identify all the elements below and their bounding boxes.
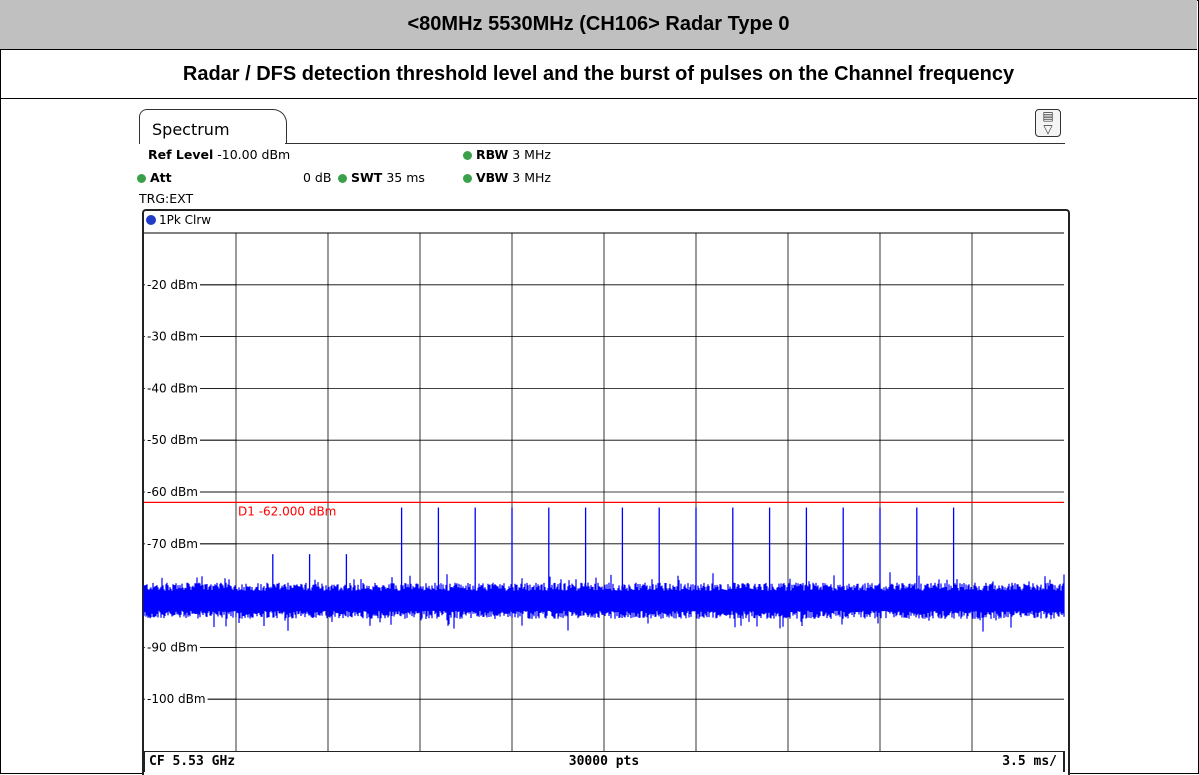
swt-status-dot (338, 174, 347, 183)
rbw-label: RBW (476, 147, 509, 162)
att-value: 0 dB (303, 170, 332, 185)
y-tick-label-bg (145, 328, 200, 343)
y-tick-label: -30 dBm (147, 330, 198, 344)
ref-level-value: -10.00 dBm (217, 147, 291, 162)
y-tick-label-bg (145, 484, 200, 498)
y-axis-labels: -20 dBm -30 dBm -40 dBm -50 dBm -60 dBm -70 d… (145, 276, 236, 706)
rbw-status-dot (463, 151, 472, 160)
trace-pulses (272, 507, 955, 601)
att-setting: Att (137, 170, 172, 185)
y-tick-label-bg (145, 432, 200, 447)
display-config-button[interactable]: ▤ ▽ (1035, 109, 1061, 137)
swt-label: SWT (351, 170, 383, 185)
threshold-label: D1 -62.000 dBm (238, 504, 336, 518)
report-subtitle: Radar / DFS detection threshold level an… (0, 50, 1197, 99)
y-tick-label-bg (145, 276, 200, 291)
y-tick-label: -50 dBm (147, 433, 198, 447)
tab-spectrum[interactable]: Spectrum (139, 109, 287, 144)
trace-label: 1Pk Clrw (146, 213, 211, 227)
att-label: Att (150, 170, 172, 185)
y-tick-label: -40 dBm (147, 381, 198, 395)
rbw-value: 3 MHz (512, 147, 551, 162)
tab-spectrum-label: Spectrum (152, 120, 230, 139)
y-tick-label-bg (145, 535, 200, 550)
vbw-label: VBW (476, 170, 509, 185)
att-status-dot (137, 174, 146, 183)
trigger-status: TRG:EXT (139, 191, 194, 206)
ref-level-label: Ref Level (148, 147, 214, 162)
footer-bar: CF 5.53 GHz 30000 pts 3.5 ms/ (143, 751, 1065, 772)
noise-floor-core (144, 590, 1064, 611)
vbw-status-dot (463, 174, 472, 183)
rbw-setting: RBW 3 MHz (463, 147, 551, 162)
trace-mode: 1Pk Clrw (159, 213, 212, 227)
swt-setting: SWT 35 ms (338, 170, 425, 185)
y-tick-label-bg (145, 639, 200, 654)
time-per-division: 3.5 ms/ (1002, 754, 1057, 769)
y-tick-label: -100 dBm (147, 692, 206, 706)
swt-value: 35 ms (386, 170, 425, 185)
trace-noise-floor (143, 572, 1065, 632)
y-tick-label: -90 dBm (147, 640, 198, 654)
sweep-points: 30000 pts (568, 754, 640, 769)
y-tick-label: -20 dBm (147, 278, 198, 292)
y-tick-label: -60 dBm (147, 485, 198, 499)
y-tick-label-bg (145, 691, 208, 706)
y-tick-label-bg (145, 380, 200, 395)
vbw-value: 3 MHz (512, 170, 551, 185)
grid (144, 232, 1064, 751)
tab-divider (285, 143, 1065, 144)
ref-level-setting: Ref Level -10.00 dBm (148, 147, 290, 162)
trace-indicator-icon (146, 215, 156, 225)
spectrum-analyzer-screen: Spectrum ▤ ▽ Ref Level -10.00 dBm RBW 3 M… (137, 107, 1067, 774)
center-frequency: CF 5.53 GHz (149, 754, 236, 769)
vbw-setting: VBW 3 MHz (463, 170, 551, 185)
report-title: <80MHz 5530MHz (CH106> Radar Type 0 (0, 0, 1197, 50)
display-config-icon: ▤ ▽ (1042, 109, 1054, 136)
y-tick-label: -70 dBm (147, 537, 198, 551)
threshold-line-group: D1 -62.000 dBm (144, 501, 1064, 518)
